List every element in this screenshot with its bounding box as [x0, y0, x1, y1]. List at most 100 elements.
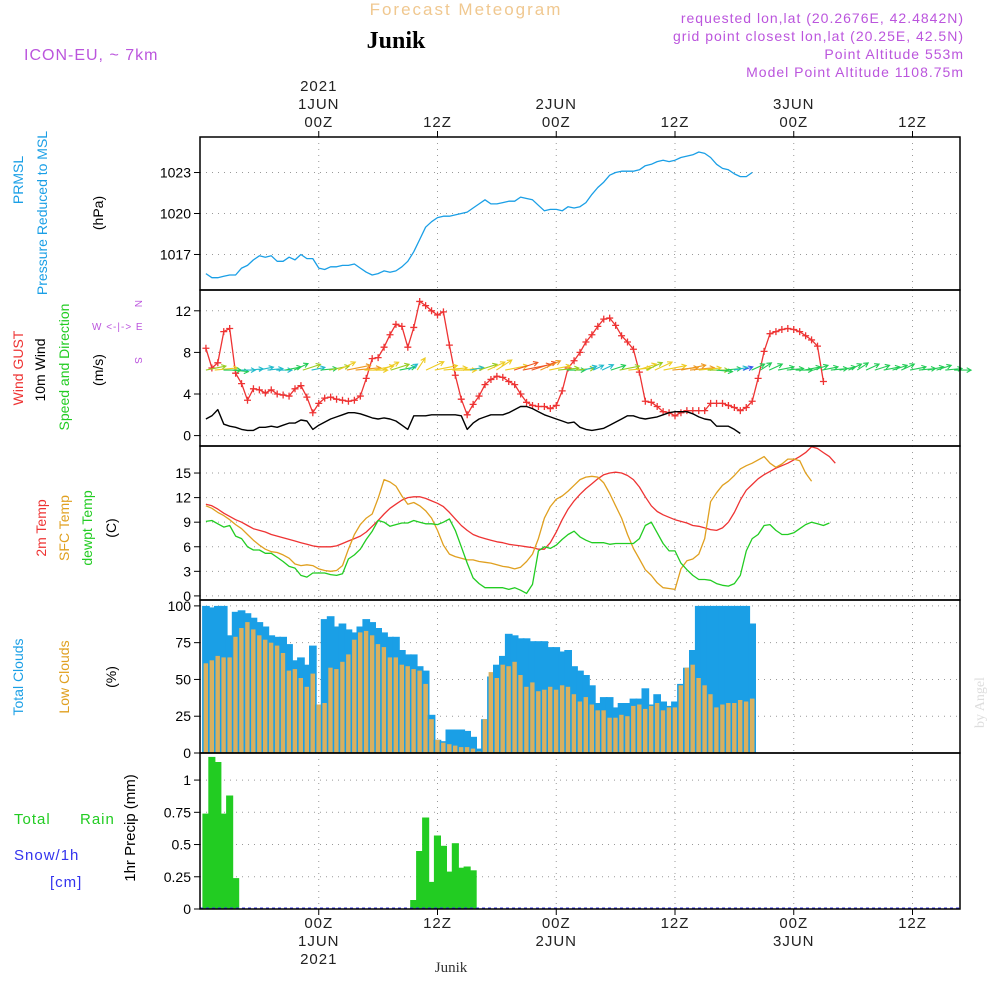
low-clouds-bar — [595, 710, 601, 753]
total-clouds-bar — [457, 729, 466, 753]
wind-gust-marker — [529, 401, 536, 409]
wind-gust-marker — [404, 343, 412, 351]
wind-direction-arrow — [531, 360, 558, 371]
location-title: Junik — [367, 28, 426, 54]
y-tick-label: 75 — [175, 635, 191, 651]
wind-gust-marker — [624, 338, 631, 346]
pressure-unit-label: (hPa) — [90, 196, 106, 230]
rain-bar — [208, 756, 216, 909]
low-clouds-label: Low Clouds — [56, 640, 72, 713]
wind-gust-marker — [790, 326, 798, 334]
wind-gust-marker — [582, 338, 590, 346]
wind-gust-marker — [428, 307, 436, 315]
x-tick-label-bottom: 12Z — [423, 915, 452, 932]
low-clouds-bar — [559, 685, 565, 753]
wind-10m-label: 10m Wind — [32, 338, 48, 401]
low-clouds-bar — [263, 639, 268, 753]
wind-gust-marker — [600, 315, 608, 323]
wind-gust-series — [205, 300, 825, 417]
total-clouds-bar — [706, 605, 715, 753]
low-clouds-bar — [464, 747, 470, 753]
pressure-label-1: PRMSL — [10, 156, 26, 204]
wind-gust-marker — [481, 381, 489, 389]
y-tick-label: 1020 — [160, 206, 191, 222]
compass-south: S — [132, 357, 143, 364]
low-clouds-bar — [405, 666, 411, 753]
low-clouds-bar — [571, 694, 577, 753]
low-clouds-bar — [322, 703, 327, 753]
wind-direction-arrow — [425, 360, 445, 371]
wind-gust-marker — [612, 321, 620, 329]
low-clouds-bar — [334, 669, 339, 753]
x-tick-label-bottom: 1JUN — [298, 933, 340, 950]
low-clouds-bar — [310, 673, 316, 753]
low-clouds-bar — [720, 704, 725, 753]
low-clouds-bar — [643, 708, 648, 753]
wind-gust-marker — [594, 322, 602, 330]
wind-gust-marker — [742, 404, 750, 412]
pressure-label-2: Pressure Reduced to MSL — [34, 131, 50, 295]
low-clouds-bar — [518, 675, 523, 753]
wind-direction-arrow — [540, 359, 562, 371]
wind-gust-marker — [754, 374, 762, 382]
wind-direction-arrow — [936, 363, 953, 371]
total-clouds-label: Total Clouds — [10, 638, 26, 715]
rain-bar — [463, 866, 471, 909]
wind-gust-marker — [606, 314, 614, 322]
temp-2m-label: 2m Temp — [33, 499, 49, 557]
wind-gust-marker — [719, 399, 726, 407]
wind-gust-marker — [368, 355, 376, 363]
wind-gust-marker — [297, 382, 305, 390]
wind-direction-arrow — [610, 363, 627, 371]
wind-direction-arrow — [892, 363, 909, 371]
y-tick-label: 6 — [183, 539, 191, 555]
low-clouds-bar — [512, 661, 517, 753]
rain-bar — [451, 843, 459, 909]
wind-gust-marker — [273, 390, 281, 398]
wind-gust-marker — [558, 387, 566, 395]
low-clouds-bar — [488, 672, 494, 753]
snow-unit-label: [cm] — [50, 874, 82, 891]
wind-gust-marker — [730, 404, 738, 412]
y-tick-label: 100 — [168, 598, 192, 614]
rain-bar — [220, 813, 228, 909]
low-clouds-bar — [203, 663, 209, 753]
wind-gust-marker — [517, 390, 525, 398]
rain-label: Rain — [80, 811, 115, 828]
wind-gust-marker — [439, 308, 447, 316]
wind-gust-marker — [677, 409, 685, 417]
panel-frame — [199, 445, 961, 601]
y-tick-label: 0 — [183, 428, 191, 444]
wind-gust-marker — [445, 341, 453, 349]
wind-gust-marker — [724, 401, 732, 409]
wind-direction-arrow — [381, 361, 400, 371]
x-tick-label-top: 12Z — [898, 114, 927, 131]
total-clouds-bar — [475, 748, 483, 753]
low-clouds-bar — [506, 666, 511, 753]
wind-gust-marker — [244, 396, 251, 404]
low-clouds-bar — [666, 707, 672, 753]
total-label: Total — [14, 811, 51, 828]
wind-direction-arrow — [813, 363, 830, 371]
wind-gust-marker — [469, 400, 477, 408]
low-clouds-bar — [221, 657, 226, 753]
temp-unit-label: (C) — [103, 518, 119, 537]
wind-gust-marker — [588, 331, 596, 339]
wind-direction-arrow — [390, 362, 411, 371]
rain-bar — [232, 878, 240, 909]
label-layer: 1017102010230481203691215025507510000.25… — [10, 78, 927, 968]
x-tick-label-top: 00Z — [779, 114, 808, 131]
low-clouds-bar — [393, 657, 399, 753]
low-clouds-bar — [648, 705, 654, 753]
rain-bar — [433, 835, 441, 909]
wind-gust-marker — [410, 323, 418, 331]
pressure-series — [205, 151, 753, 279]
wind-gust-marker — [570, 357, 578, 365]
wind-gust-marker — [339, 396, 346, 404]
y-tick-label: 0 — [183, 745, 191, 761]
wind-gust-marker — [422, 302, 430, 310]
wind-gust-marker — [629, 345, 637, 353]
wind-gust-marker — [451, 371, 459, 379]
total-clouds-bar — [748, 623, 756, 753]
